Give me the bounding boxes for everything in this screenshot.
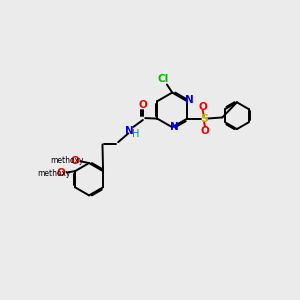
Text: O: O <box>139 100 147 110</box>
Text: S: S <box>200 114 208 124</box>
Text: O: O <box>57 168 66 178</box>
Text: O: O <box>198 102 207 112</box>
Text: Cl: Cl <box>157 74 168 84</box>
Text: N: N <box>170 122 179 132</box>
Text: methoxy: methoxy <box>37 169 70 178</box>
Text: methoxy: methoxy <box>51 156 84 165</box>
Text: N: N <box>185 95 194 105</box>
Text: N: N <box>125 126 134 136</box>
Text: O: O <box>70 156 79 166</box>
Text: O: O <box>201 126 209 136</box>
Text: H: H <box>132 129 139 139</box>
